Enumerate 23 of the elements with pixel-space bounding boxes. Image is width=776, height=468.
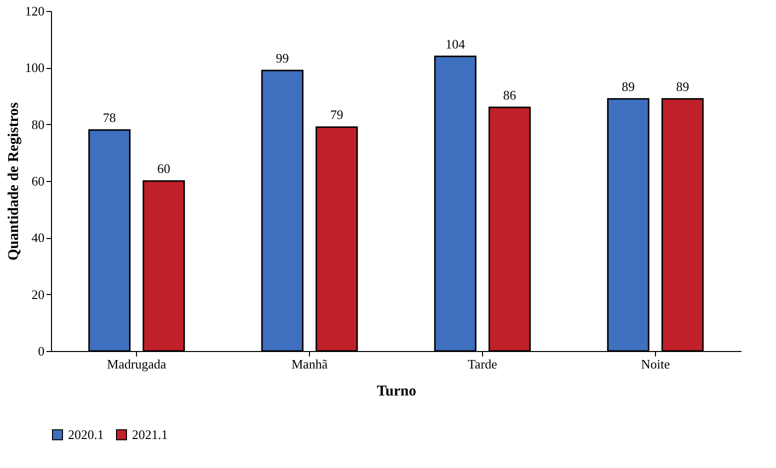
y-tick-label: 60 (32, 174, 44, 188)
y-tick-label: 100 (25, 60, 44, 76)
y-tick-label: 20 (32, 286, 44, 302)
x-tick-label: Tarde (468, 356, 498, 372)
y-tick-label: 0 (38, 344, 44, 358)
data-label: 79 (330, 107, 344, 122)
x-tick-label: Madrugada (107, 356, 166, 372)
legend-label: 2021.1 (132, 426, 168, 442)
data-label: 89 (622, 78, 635, 94)
legend-label: 2020.1 (68, 426, 104, 442)
data-label: 60 (157, 161, 170, 176)
data-label: 104 (446, 36, 466, 52)
x-tick-label: Manhã (291, 356, 328, 372)
y-tick-label: 40 (32, 230, 44, 246)
data-label: 89 (676, 78, 690, 94)
x-tick-label: Noite (640, 356, 670, 372)
data-label: 99 (276, 50, 289, 66)
y-axis-title: Quantidade de Registros (6, 102, 22, 261)
data-label: 78 (102, 110, 116, 125)
y-tick-label: 120 (25, 4, 44, 18)
x-axis-title: Turno (376, 384, 416, 400)
data-label: 86 (503, 87, 517, 102)
y-tick-label: 80 (32, 116, 44, 132)
